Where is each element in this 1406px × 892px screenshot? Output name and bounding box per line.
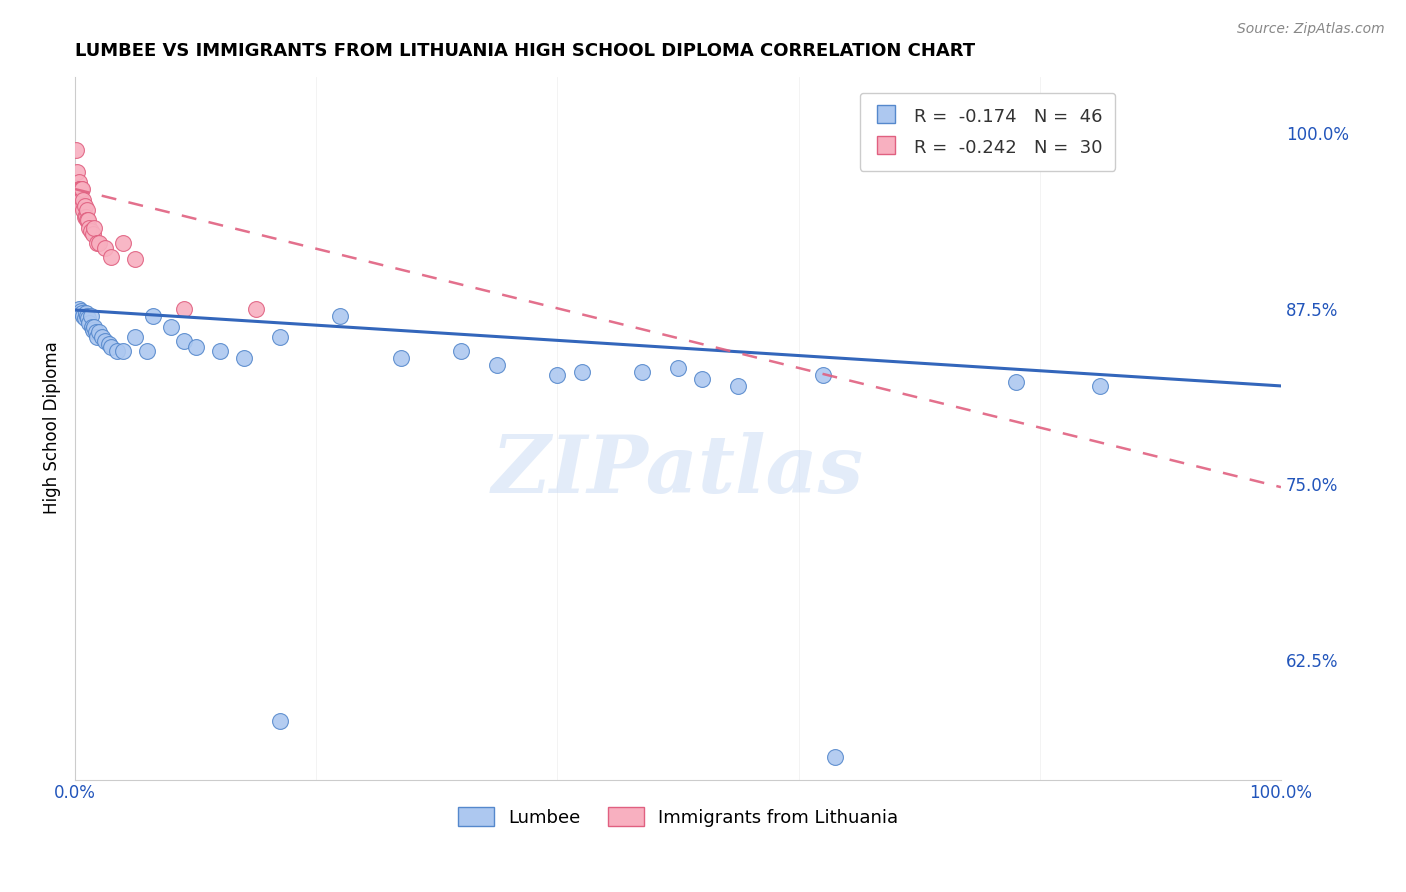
Point (79, 309, 101, 323)
Point (69, 194, 91, 208)
Point (269, 714, 291, 728)
Point (173, 334, 195, 348)
Point (65, 143, 87, 157)
Point (79, 316, 101, 330)
Point (142, 309, 165, 323)
Point (824, 750, 846, 764)
Point (67, 182, 90, 196)
Point (124, 252, 146, 267)
Point (112, 343, 135, 358)
Point (136, 343, 159, 358)
Point (450, 343, 472, 358)
Point (173, 301, 195, 316)
Point (84, 326, 107, 340)
Point (100, 250, 122, 264)
Point (389, 351, 412, 365)
Point (76, 203, 98, 218)
Point (89, 326, 111, 340)
Point (94, 241, 117, 255)
Point (124, 329, 146, 343)
Point (486, 358, 509, 372)
Point (82, 323, 104, 337)
Point (811, 368, 834, 382)
Point (184, 340, 207, 354)
Point (76, 309, 98, 323)
Point (72, 203, 94, 218)
Point (79, 221, 101, 235)
Point (82, 227, 104, 241)
Point (69, 182, 91, 196)
Point (89, 235, 111, 250)
Point (75, 210, 97, 224)
Legend: Lumbee, Immigrants from Lithuania: Lumbee, Immigrants from Lithuania (450, 800, 905, 834)
Point (690, 372, 713, 386)
Text: ZIPatlas: ZIPatlas (492, 432, 865, 509)
Point (77, 311, 100, 326)
Point (94, 334, 117, 348)
Point (100, 340, 122, 354)
Point (86, 329, 108, 343)
Point (727, 379, 749, 393)
Point (571, 365, 593, 379)
Point (80, 319, 103, 334)
Point (77, 213, 100, 227)
Point (1088, 379, 1111, 393)
Point (73, 311, 96, 326)
Point (70, 182, 93, 196)
Point (666, 360, 689, 375)
Point (73, 210, 96, 224)
Point (86, 235, 108, 250)
Point (70, 304, 93, 318)
Text: Source: ZipAtlas.com: Source: ZipAtlas.com (1237, 22, 1385, 37)
Point (83, 319, 105, 334)
Point (208, 343, 231, 358)
Y-axis label: High School Diploma: High School Diploma (44, 342, 60, 515)
Point (546, 368, 568, 382)
Point (70, 194, 93, 208)
Point (90, 329, 112, 343)
Point (67, 301, 90, 316)
Point (160, 319, 183, 334)
Point (232, 351, 254, 365)
Point (70, 306, 93, 320)
Point (245, 301, 267, 316)
Point (72, 309, 94, 323)
Point (269, 329, 291, 343)
Point (70, 199, 93, 213)
Point (76, 213, 98, 227)
Point (329, 309, 352, 323)
Point (83, 221, 105, 235)
Point (70, 182, 93, 196)
Point (105, 343, 128, 358)
Point (67, 175, 90, 189)
Point (75, 306, 97, 320)
Point (97, 336, 120, 351)
Point (112, 235, 135, 250)
Point (66, 165, 89, 179)
Point (1004, 375, 1026, 389)
Point (630, 365, 652, 379)
Point (79, 224, 101, 238)
Text: LUMBEE VS IMMIGRANTS FROM LITHUANIA HIGH SCHOOL DIPLOMA CORRELATION CHART: LUMBEE VS IMMIGRANTS FROM LITHUANIA HIGH… (75, 42, 976, 60)
Point (72, 194, 94, 208)
Point (73, 199, 96, 213)
